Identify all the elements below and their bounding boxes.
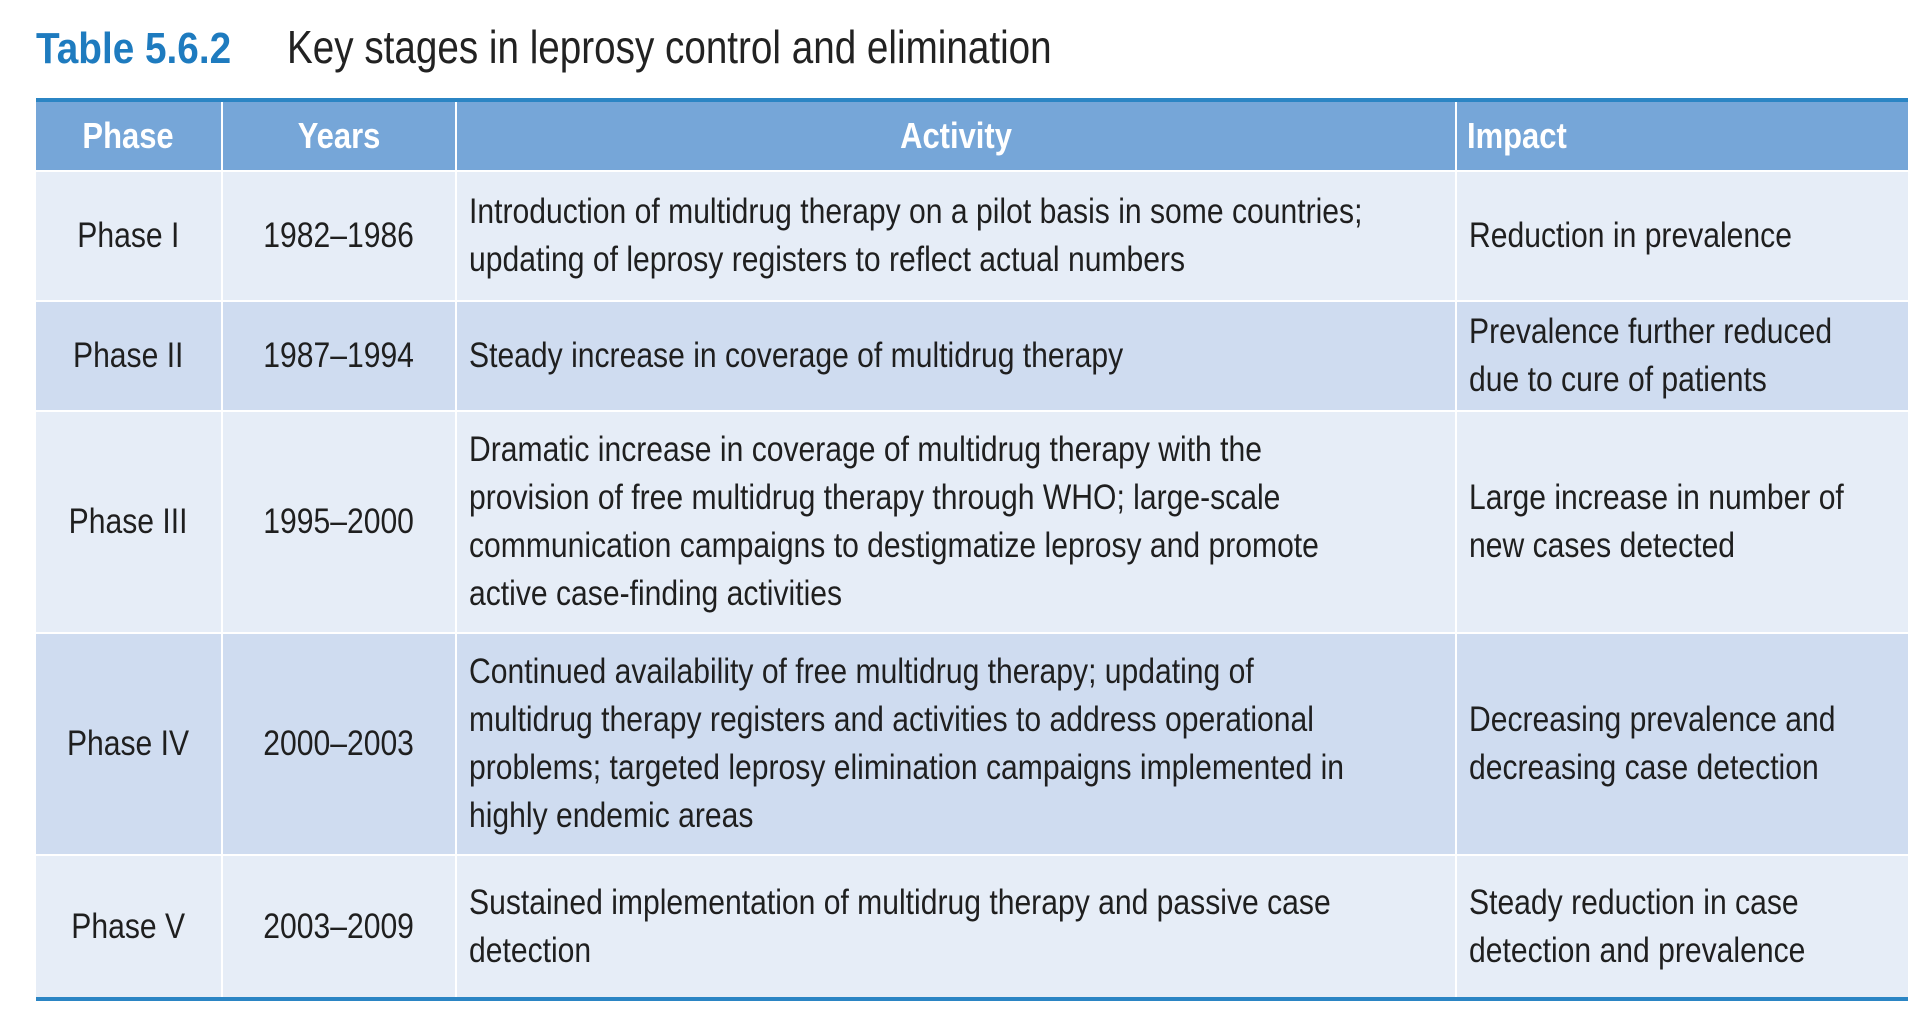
header-phase: Phase (36, 102, 223, 172)
activity-cell: Sustained implementation of multidrug th… (456, 855, 1457, 997)
years-cell: 1982–1986 (222, 171, 457, 302)
header-row: Phase Years Activity Impact (36, 102, 1908, 172)
table-caption: Key stages in leprosy control and elimin… (287, 21, 1052, 73)
phase-cell: Phase IV (36, 633, 223, 856)
table-row: Phase II 1987–1994 Steady increase in co… (36, 301, 1908, 412)
table-row: Phase V 2003–2009 Sustained implementati… (36, 855, 1908, 997)
header-years: Years (222, 102, 457, 172)
table-body: Phase I 1982–1986 Introduction of multid… (36, 171, 1908, 997)
stages-table-container: Phase Years Activity Impact Phase I 1982… (36, 98, 1908, 1001)
phase-cell: Phase V (36, 855, 223, 997)
activity-cell: Dramatic increase in coverage of multidr… (456, 411, 1457, 634)
table-row: Phase I 1982–1986 Introduction of multid… (36, 171, 1908, 302)
impact-cell: Steady reduction in case detection and p… (1456, 855, 1908, 997)
activity-cell: Continued availability of free multidrug… (456, 633, 1457, 856)
table-row: Phase III 1995–2000 Dramatic increase in… (36, 411, 1908, 634)
stages-table: Phase Years Activity Impact Phase I 1982… (36, 102, 1908, 997)
table-row: Phase IV 2000–2003 Continued availabilit… (36, 633, 1908, 856)
header-activity: Activity (456, 102, 1457, 172)
activity-cell: Introduction of multidrug therapy on a p… (456, 171, 1457, 302)
phase-cell: Phase III (36, 411, 223, 634)
years-cell: 2003–2009 (222, 855, 457, 997)
table-title: Table 5.6.2 Key stages in leprosy contro… (36, 20, 1197, 80)
impact-cell: Decreasing prevalence and decreasing cas… (1456, 633, 1908, 856)
years-cell: 1987–1994 (222, 301, 457, 412)
impact-cell: Prevalence further reduced due to cure o… (1456, 301, 1908, 412)
header-impact: Impact (1456, 102, 1908, 172)
table-header: Phase Years Activity Impact (36, 102, 1908, 172)
activity-cell: Steady increase in coverage of multidrug… (456, 301, 1457, 412)
phase-cell: Phase II (36, 301, 223, 412)
years-cell: 1995–2000 (222, 411, 457, 634)
table-number: Table 5.6.2 (36, 24, 232, 73)
years-cell: 2000–2003 (222, 633, 457, 856)
impact-cell: Reduction in prevalence (1456, 171, 1908, 302)
impact-cell: Large increase in number of new cases de… (1456, 411, 1908, 634)
phase-cell: Phase I (36, 171, 223, 302)
